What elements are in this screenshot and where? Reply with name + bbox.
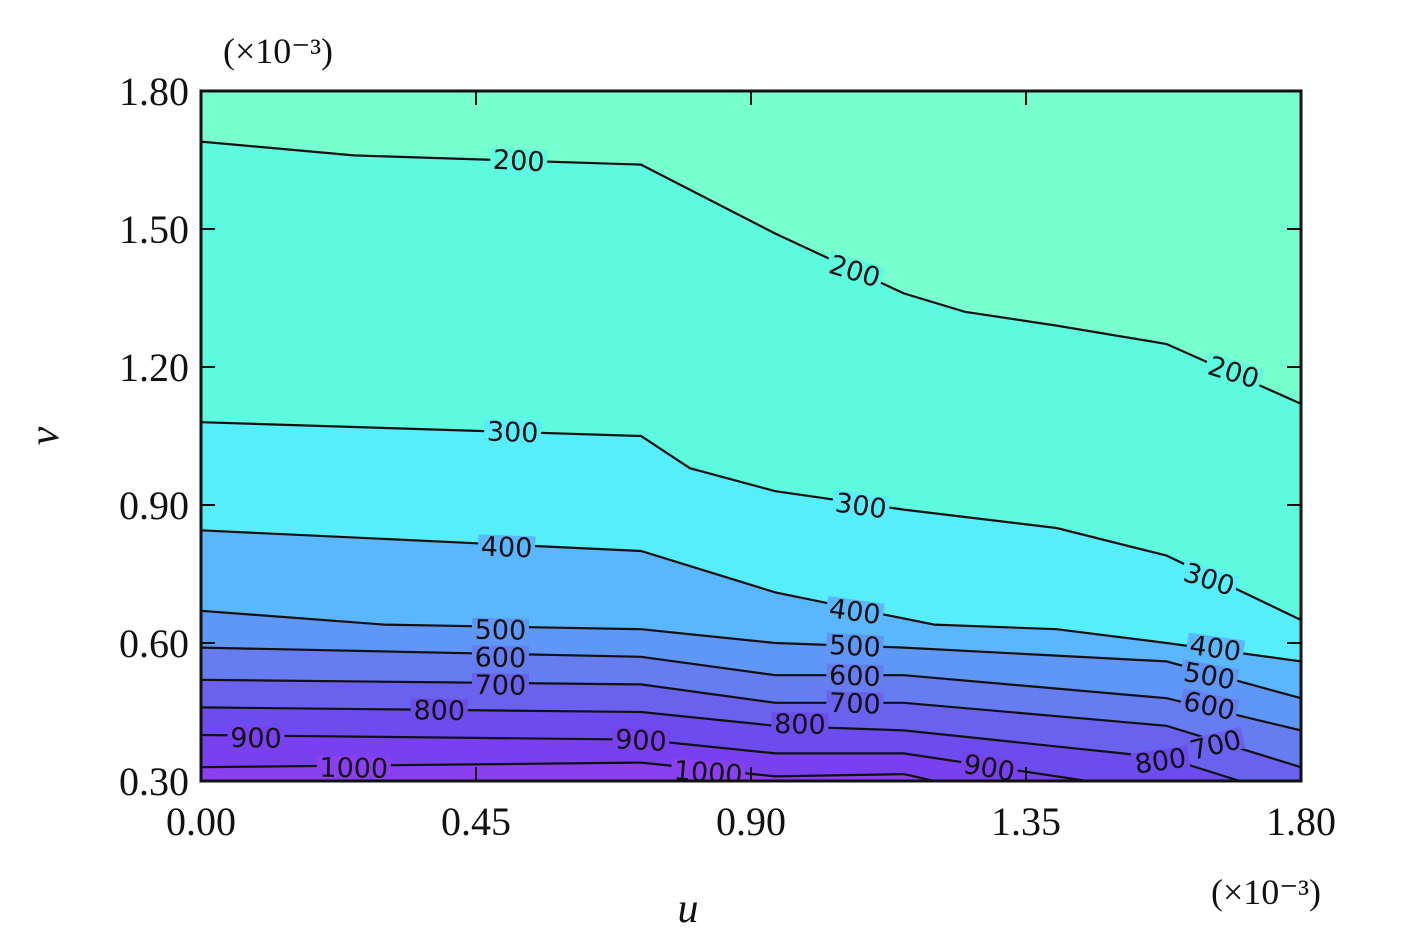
contour-label-knockout	[1185, 632, 1246, 663]
contour-label-knockout	[227, 725, 285, 749]
contour-label-knockout	[825, 632, 884, 658]
x-tick-label: 0.00	[166, 799, 236, 844]
contour-label-400-3: 400	[1185, 630, 1246, 668]
contour-label-text: 600	[829, 660, 882, 693]
contour-line-400	[201, 529, 1301, 663]
y-tick-label: 0.90	[119, 483, 189, 528]
contour-label-knockout	[483, 419, 542, 444]
x-tick-label: 0.45	[441, 799, 511, 844]
x-tick-label: 1.80	[1266, 799, 1336, 844]
contour-label-text: 200	[492, 145, 545, 179]
contour-label-knockout	[410, 698, 468, 722]
contour-label-knockout	[1130, 745, 1191, 776]
contour-lines	[201, 140, 1301, 781]
contour-label-knockout	[771, 712, 829, 735]
contour-label-700-1: 700	[471, 670, 530, 702]
contour-label-900-2: 900	[611, 724, 671, 758]
contour-label-knockout	[489, 147, 548, 173]
y-axis-ticks: 0.30 0.60 0.90 1.20 1.50 1.80	[119, 69, 1301, 804]
contour-label-800-2: 800	[771, 709, 829, 741]
contour-label-knockout	[1203, 352, 1265, 391]
contour-label-600-1: 600	[471, 642, 530, 674]
contour-line-500	[201, 609, 1301, 700]
x-tick-label: 0.90	[716, 799, 786, 844]
x-axis-ticks: 0.00 0.45 0.90 1.35 1.80	[166, 91, 1336, 844]
contour-label-500-1: 500	[471, 615, 530, 647]
contour-label-text: 300	[486, 417, 539, 450]
contour-label-knockout	[825, 595, 885, 626]
x-axis-title: u	[678, 886, 699, 932]
contour-label-text: 500	[828, 630, 881, 664]
contour-label-text: 900	[230, 723, 282, 755]
contour-label-700-2: 700	[826, 688, 884, 721]
y-tick-label: 1.20	[119, 345, 189, 390]
contour-label-knockout	[471, 617, 530, 641]
contour-label-text: 400	[480, 532, 533, 565]
contour-label-knockout	[831, 490, 891, 520]
contour-label-knockout	[1179, 688, 1240, 722]
contour-line-200	[201, 140, 1301, 405]
contour-label-text: 900	[614, 724, 667, 758]
contour-label-knockout	[826, 663, 884, 688]
contour-label-knockout	[471, 672, 530, 696]
contour-label-800-3: 800	[1130, 743, 1191, 781]
contour-label-text: 800	[413, 695, 465, 727]
contour-label-400-2: 400	[825, 593, 885, 631]
contour-label-knockout	[471, 645, 530, 669]
contour-line-1000	[201, 761, 935, 781]
contour-line-900	[201, 733, 1088, 781]
contour-label-800-1: 800	[410, 695, 468, 727]
contour-label-text: 1000	[319, 753, 388, 785]
y-tick-label: 1.50	[119, 207, 189, 252]
x-scale-note: (×10⁻³)	[1211, 872, 1321, 912]
contour-label-200-1: 200	[489, 145, 548, 179]
contour-label-text: 400	[827, 593, 882, 631]
contour-label-knockout	[826, 690, 884, 715]
contour-label-text: 800	[1133, 743, 1188, 781]
y-scale-note: (×10⁻³)	[223, 31, 333, 71]
contour-label-300-2: 300	[831, 488, 891, 526]
contour-label-text: 600	[474, 642, 526, 674]
contour-label-text: 700	[829, 688, 882, 721]
contour-label-knockout	[1185, 726, 1246, 762]
contour-label-knockout	[611, 727, 671, 753]
contour-label-knockout	[959, 751, 1020, 781]
contour-label-knockout	[316, 755, 391, 779]
contour-label-text: 400	[1188, 630, 1243, 668]
y-tick-label: 1.80	[119, 69, 189, 114]
contour-label-400-1: 400	[477, 532, 536, 565]
contour-label-knockout	[670, 758, 746, 781]
contour-label-knockout	[1178, 559, 1240, 598]
contour-label-text: 800	[774, 709, 826, 741]
contour-label-1000-1: 1000	[316, 753, 391, 785]
contour-label-text: 700	[474, 670, 526, 702]
x-tick-label: 1.35	[991, 799, 1061, 844]
contour-label-900-1: 900	[227, 723, 285, 755]
contour-label-300-1: 300	[483, 417, 542, 450]
contour-label-knockout	[824, 251, 886, 290]
contour-label-text: 300	[833, 488, 888, 526]
contour-label-500-2: 500	[825, 630, 884, 664]
contour-label-1000-2: 1000	[670, 755, 746, 791]
contour-label-600-2: 600	[826, 660, 884, 693]
contour-label-text: 1000	[673, 755, 744, 791]
contour-label-knockout	[1179, 659, 1240, 691]
contour-label-text: 500	[474, 615, 526, 647]
y-axis-title: v	[22, 426, 68, 445]
y-tick-label: 0.30	[119, 759, 189, 804]
y-tick-label: 0.60	[119, 621, 189, 666]
contour-label-knockout	[477, 534, 536, 559]
